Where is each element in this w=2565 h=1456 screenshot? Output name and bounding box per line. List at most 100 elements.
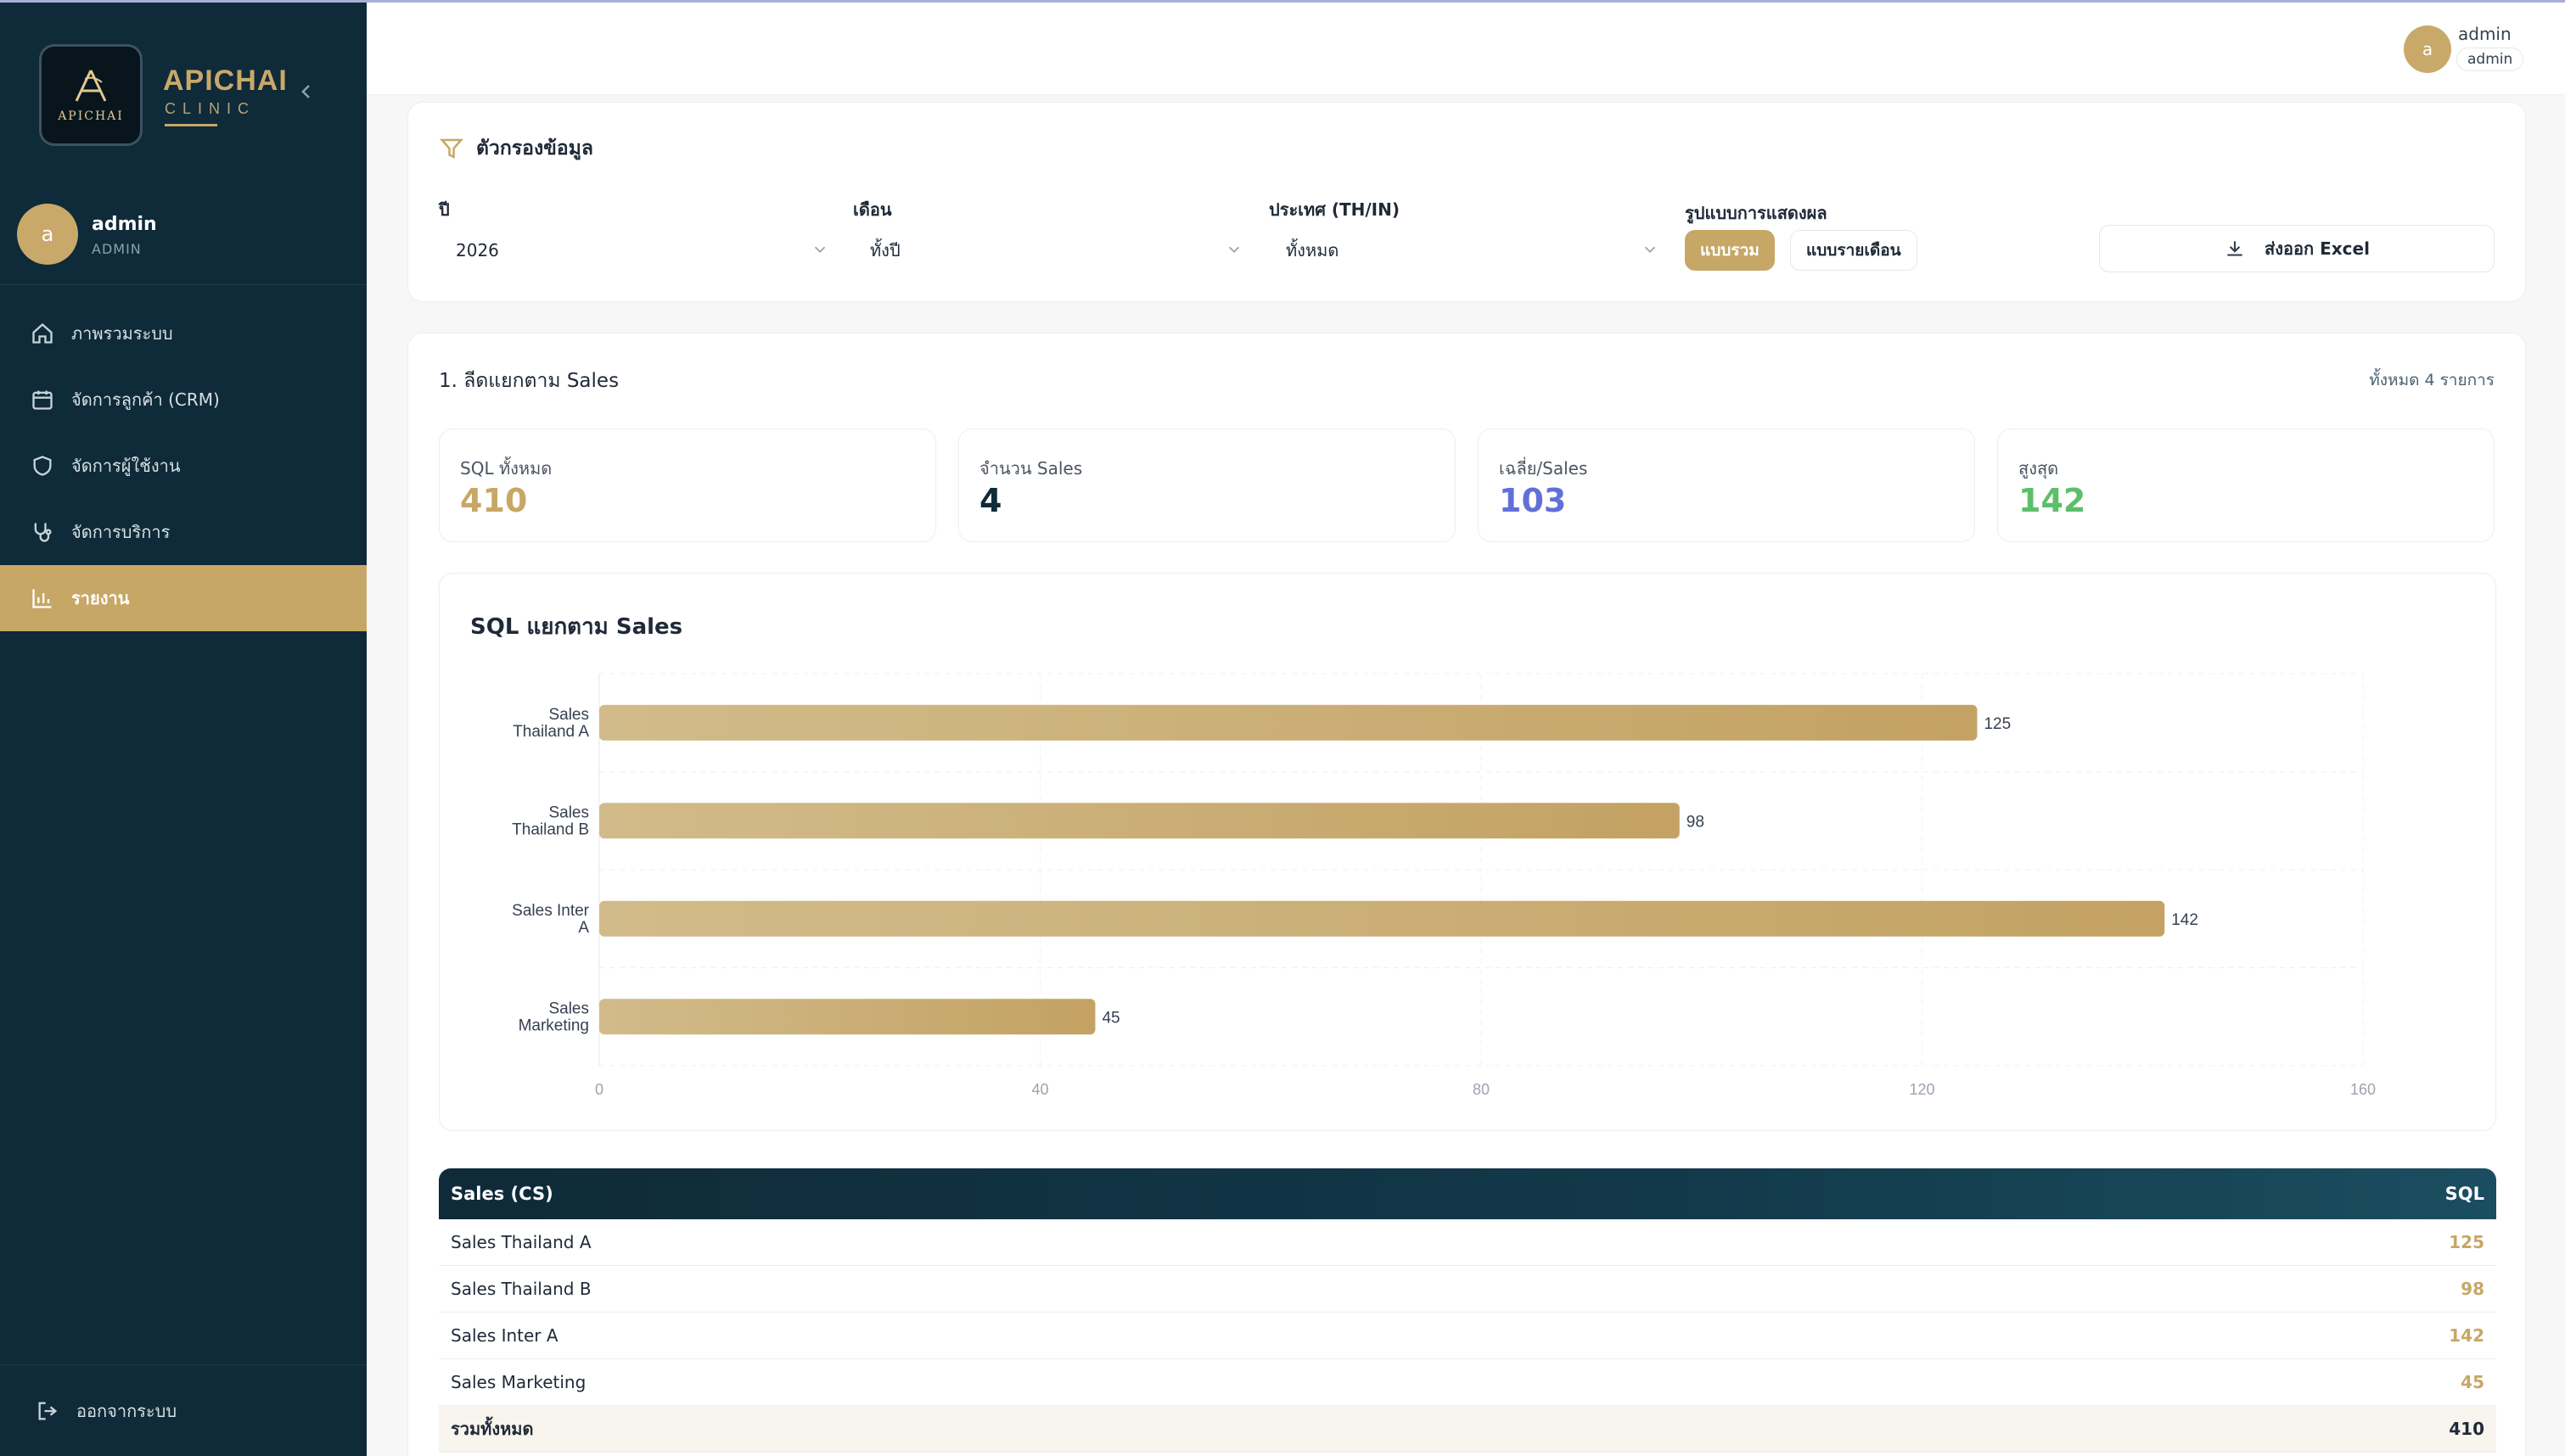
header-user-role-badge: admin — [2456, 48, 2524, 71]
calendar-icon — [32, 390, 53, 410]
y-category-label-line: A — [578, 919, 589, 937]
stat-label: จำนวน Sales — [979, 458, 1083, 479]
country-select[interactable]: ทั้งหมด — [1286, 228, 1659, 272]
chart-title: SQL แยกตาม Sales — [470, 614, 683, 640]
bar-value-label: 45 — [1102, 1009, 1120, 1027]
row-name: Sales Marketing — [451, 1372, 587, 1392]
filter-icon — [439, 138, 464, 160]
header-sales: Sales (CS) — [451, 1184, 553, 1204]
avatar[interactable]: a — [17, 204, 78, 265]
logout-icon — [38, 1402, 58, 1420]
sidebar-nav: ภาพรวมระบบ จัดการลูกค้า (CRM) จัดการผู้ใ… — [0, 300, 367, 631]
table-row: Sales Thailand B 98 — [439, 1266, 2496, 1313]
table-row: Sales Marketing 45 — [439, 1359, 2496, 1406]
bar-value-label: 142 — [2171, 911, 2198, 929]
chevron-left-icon — [301, 85, 310, 98]
sidebar-item-overview[interactable]: ภาพรวมระบบ — [0, 300, 367, 367]
chevron-down-icon — [1644, 246, 1656, 254]
brand-subtitle: CLINIC — [165, 100, 256, 117]
sidebar-item-reports[interactable]: รายงาน — [0, 565, 367, 631]
logout-label: ออกจากระบบ — [76, 1400, 177, 1421]
sidebar-item-crm[interactable]: จัดการลูกค้า (CRM) — [0, 367, 367, 433]
total-value: 410 — [2449, 1419, 2484, 1439]
header-avatar[interactable]: a — [2404, 25, 2451, 73]
filter-title: ตัวกรองข้อมูล — [439, 133, 593, 164]
table-row: Sales Inter A 142 — [439, 1313, 2496, 1359]
y-category-label: Sales Thailand A — [513, 706, 589, 741]
y-category-label-line: Thailand B — [512, 820, 589, 838]
filter-title-text: ตัวกรองข้อมูล — [476, 137, 593, 160]
stat-label: SQL ทั้งหมด — [460, 458, 553, 479]
x-tick-label: 120 — [1909, 1081, 1934, 1098]
total-count: ทั้งหมด 4 รายการ — [2369, 371, 2495, 389]
display-monthly-button[interactable]: แบบรายเดือน — [1790, 230, 1917, 271]
sidebar-item-label: จัดการลูกค้า (CRM) — [71, 389, 220, 410]
sidebar-item-label: จัดการผู้ใช้งาน — [71, 456, 181, 476]
download-icon — [2227, 241, 2242, 256]
brand-name: APICHAI — [163, 64, 288, 97]
row-value: 142 — [2449, 1325, 2484, 1346]
home-icon — [32, 322, 53, 344]
display-combined-button[interactable]: แบบรวม — [1685, 230, 1775, 271]
bar — [599, 900, 2165, 937]
row-value: 125 — [2449, 1232, 2484, 1252]
total-label: รวมทั้งหมด — [451, 1419, 534, 1439]
x-tick-label: 0 — [595, 1081, 603, 1098]
year-select[interactable]: 2026 — [456, 228, 829, 272]
logout-button[interactable]: ออกจากระบบ — [0, 1364, 367, 1456]
year-label: ปี — [439, 199, 450, 220]
stat-value: 103 — [1499, 482, 1567, 519]
brand-underline — [165, 124, 217, 126]
table-row: Sales Thailand A 125 — [439, 1219, 2496, 1266]
section-title: 1. ลีดแยกตาม Sales — [439, 370, 620, 392]
stat-average-per-sales: เฉลี่ย/Sales 103 — [1478, 428, 1975, 542]
sidebar-item-users[interactable]: จัดการผู้ใช้งาน — [0, 433, 367, 499]
chevron-down-icon — [814, 246, 826, 254]
stat-value: 142 — [2018, 482, 2086, 519]
row-name: Sales Inter A — [451, 1325, 558, 1346]
sales-table: Sales (CS) SQL Sales Thailand A 125 Sale… — [439, 1168, 2496, 1453]
month-select[interactable]: ทั้งปี — [870, 228, 1243, 272]
stat-sales-count: จำนวน Sales 4 — [958, 428, 1456, 542]
sidebar-item-services[interactable]: จัดการบริการ — [0, 499, 367, 565]
filter-card: ตัวกรองข้อมูล ปี 2026 เดือน ทั้งปี ประเท… — [407, 102, 2526, 302]
stat-label: เฉลี่ย/Sales — [1499, 458, 1588, 479]
stat-label: สูงสุด — [2018, 458, 2059, 479]
country-label: ประเทศ (TH/IN) — [1269, 199, 1400, 220]
y-category-label-line: Sales Inter — [512, 902, 589, 920]
export-label: ส่งออก Excel — [2265, 238, 2370, 259]
logo-mark-icon — [75, 70, 107, 102]
stat-total-sql: SQL ทั้งหมด 410 — [439, 428, 936, 542]
header-sql: SQL — [2444, 1184, 2484, 1204]
row-name: Sales Thailand A — [451, 1232, 592, 1252]
chart-card: SQL แยกตาม Sales 0 40 80 120 160 125 Sales Thai… — [439, 573, 2496, 1131]
row-value: 45 — [2461, 1372, 2484, 1392]
sales-report-card: 1. ลีดแยกตาม Sales ทั้งหมด 4 รายการ SQL … — [407, 333, 2526, 1456]
month-select-value: ทั้งปี — [870, 240, 901, 260]
bar — [599, 999, 1096, 1035]
clinic-logo[interactable]: APICHAI — [39, 44, 143, 146]
month-label: เดือน — [853, 199, 892, 220]
y-category-label-line: Sales — [548, 1000, 589, 1017]
bar-value-label: 98 — [1687, 813, 1704, 831]
x-tick-label: 160 — [2350, 1081, 2376, 1098]
stat-value: 410 — [460, 482, 528, 519]
header-user-name[interactable]: admin — [2458, 24, 2512, 44]
bar — [599, 803, 1680, 839]
row-value: 98 — [2461, 1279, 2484, 1299]
year-select-value: 2026 — [456, 240, 499, 260]
country-select-value: ทั้งหมด — [1286, 240, 1339, 260]
bar-chart-icon — [32, 589, 52, 608]
table-header: Sales (CS) SQL — [439, 1168, 2496, 1219]
logo-text: APICHAI — [58, 109, 124, 123]
bar — [599, 704, 1978, 741]
collapse-sidebar-button[interactable] — [294, 75, 319, 109]
y-category-label: Sales Inter A — [512, 902, 589, 937]
stat-maximum: สูงสุด 142 — [1997, 428, 2495, 542]
display-mode-label: รูปแบบการแสดงผล — [1685, 203, 1827, 223]
stethoscope-icon — [34, 523, 52, 542]
export-excel-button[interactable]: ส่งออก Excel — [2099, 225, 2495, 272]
sidebar-user-card: a admin ADMIN — [0, 204, 367, 285]
x-tick-label: 40 — [1031, 1081, 1048, 1098]
top-accent-line — [0, 0, 2565, 3]
